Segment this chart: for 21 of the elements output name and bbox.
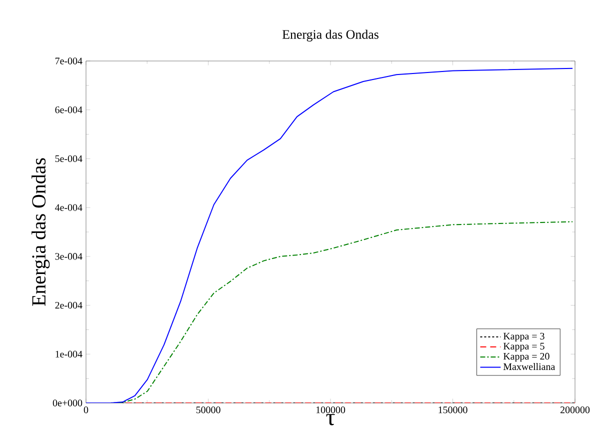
y-tick-label: 3e-004	[55, 253, 82, 260]
x-axis-title: τ	[326, 414, 335, 426]
x-tick-label: 150000	[438, 406, 468, 414]
legend-label: Kappa = 20	[503, 352, 550, 362]
y-axis-title: Energia das Ondas	[32, 158, 50, 306]
y-tick-label: 7e-004	[55, 58, 82, 64]
chart-title: Energia das Ondas	[282, 30, 378, 42]
y-tick-label: 4e-004	[55, 204, 82, 211]
x-tick-label: 0	[84, 406, 88, 414]
legend-label: Kappa = 5	[503, 342, 544, 352]
y-tick-label: 1e-004	[56, 350, 82, 358]
y-tick-label: 0e+000	[52, 400, 82, 406]
x-tick-label: 100000	[316, 406, 346, 414]
legend-label: Kappa = 3	[503, 332, 544, 342]
y-tick-label: 2e-004	[55, 302, 82, 309]
y-tick-label: 6e-004	[55, 106, 82, 114]
x-tick-label: 200000	[560, 406, 590, 414]
y-tick-label: 5e-004	[55, 155, 82, 162]
x-tick-label: 50000	[196, 406, 220, 414]
line-series	[86, 68, 574, 403]
legend-label: Maxwelliana	[503, 363, 556, 370]
